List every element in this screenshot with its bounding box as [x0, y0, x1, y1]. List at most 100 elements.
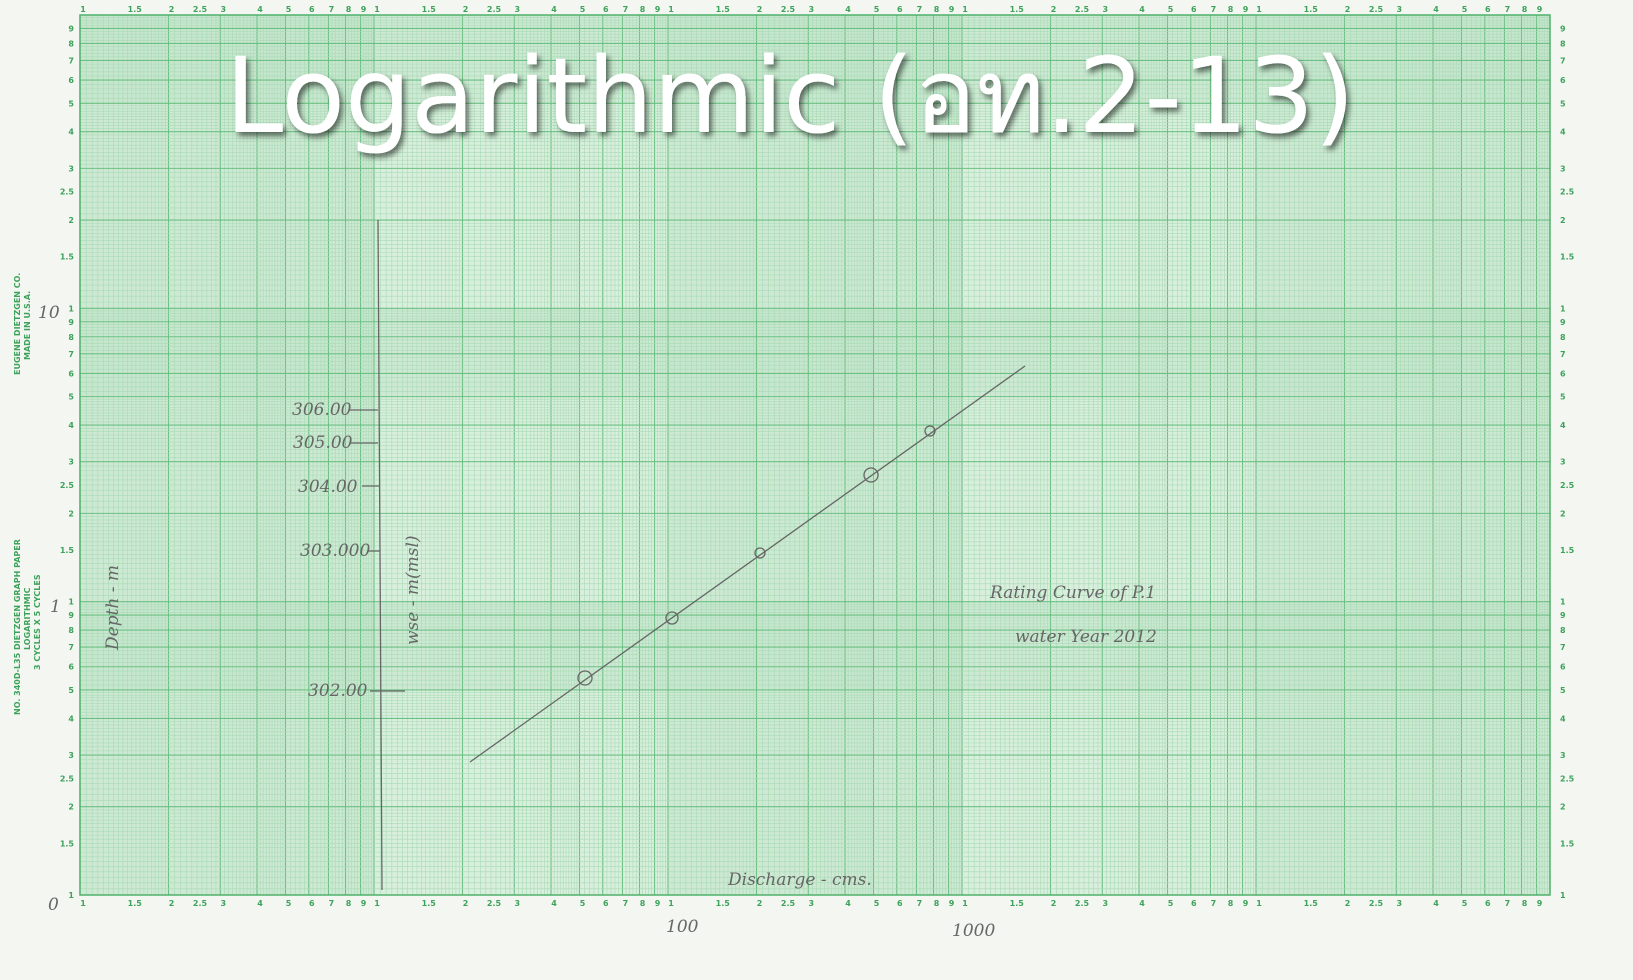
scale-label: 1: [374, 899, 380, 908]
scale-label: 2: [463, 5, 469, 14]
scale-label: 9: [1560, 24, 1566, 33]
scale-label: 2: [1345, 899, 1351, 908]
scale-label: 1: [1256, 899, 1262, 908]
scale-label: 7: [917, 5, 923, 14]
scale-label: 9: [1537, 899, 1543, 908]
imprint: 3 CYCLES X 5 CYCLES: [33, 574, 42, 670]
scale-label: 2.5: [1560, 481, 1575, 490]
scale-label: 4: [551, 899, 557, 908]
scale-label: 2: [1560, 803, 1566, 812]
scale-label: 7: [1505, 5, 1511, 14]
scale-label: 3: [68, 751, 74, 760]
scale-label: 4: [68, 714, 74, 723]
scale-label: 1.5: [128, 899, 143, 908]
scale-label: 1: [68, 304, 74, 313]
scale-label: 1: [80, 5, 86, 14]
scale-label: 8: [346, 5, 352, 14]
scale-label: 2: [68, 803, 74, 812]
scale-label: 1: [80, 899, 86, 908]
wse-tick-label: 305.00: [293, 433, 353, 453]
scale-label: 4: [68, 421, 74, 430]
frame: [79, 14, 1551, 896]
scale-label: 8: [1522, 899, 1528, 908]
imprint: MADE IN U.S.A.: [23, 291, 32, 360]
scale-label: 2: [463, 899, 469, 908]
scale-label: 4: [1433, 899, 1439, 908]
scale-label: 5: [580, 899, 586, 908]
scale-label: 8: [934, 899, 940, 908]
graph-paper: [79, 14, 1551, 896]
scale-label: 1: [1560, 598, 1566, 607]
scale-label: 1.5: [1010, 899, 1025, 908]
scale-label: 6: [68, 369, 74, 378]
scale-label: 1.5: [128, 5, 143, 14]
scale-label: 8: [1522, 5, 1528, 14]
scale-label: 7: [1211, 5, 1217, 14]
scale-label: 1.5: [422, 899, 437, 908]
scale-label: 6: [68, 663, 74, 672]
scale-label: 2.5: [1075, 899, 1090, 908]
scale-label: 2: [1051, 5, 1057, 14]
scale-label: 6: [1485, 5, 1491, 14]
scale-label: 8: [640, 899, 646, 908]
scale-label: 2.5: [60, 188, 75, 197]
scale-label: 8: [1228, 5, 1234, 14]
scale-label: 2.5: [1369, 899, 1384, 908]
imprint: NO. 340D-L35 DIETZGEN GRAPH PAPER: [13, 539, 22, 715]
wse-tick-label: 303.000: [300, 541, 370, 561]
scale-label: 5: [1560, 686, 1566, 695]
scale-label: 2: [68, 509, 74, 518]
scale-label: 8: [1560, 39, 1566, 48]
scale-label: 2: [169, 5, 175, 14]
scale-label: 9: [655, 899, 661, 908]
scale-label: 3: [220, 5, 226, 14]
scale-label: 1.5: [1560, 253, 1575, 262]
scale-label: 6: [1560, 76, 1566, 85]
scale-label: 9: [1560, 318, 1566, 327]
scale-label: 1: [962, 5, 968, 14]
scale-label: 9: [1560, 611, 1566, 620]
scale-label: 4: [257, 5, 263, 14]
imprint: LOGARITHMIC: [23, 587, 32, 650]
scale-label: 9: [1243, 5, 1249, 14]
scale-label: 3: [514, 5, 520, 14]
scale-label: 5: [1560, 99, 1566, 108]
scale-label: 8: [934, 5, 940, 14]
scale-label: 9: [655, 5, 661, 14]
scale-label: 1.5: [422, 5, 437, 14]
scale-label: 7: [68, 56, 74, 65]
scale-label: 1.5: [60, 253, 75, 262]
scale-label: 3: [514, 899, 520, 908]
point: [665, 611, 679, 625]
scale-label: 4: [1560, 714, 1566, 723]
y-label: 1: [50, 597, 61, 617]
scale-label: 1.5: [60, 839, 75, 848]
scale-label: 9: [68, 318, 74, 327]
x-axis-label: Discharge - cms.: [727, 870, 872, 890]
scale-label: 1: [68, 891, 74, 900]
scale-label: 6: [1560, 663, 1566, 672]
scale-label: 1.5: [1304, 5, 1319, 14]
scale-label: 8: [68, 333, 74, 342]
scale-label: 3: [68, 164, 74, 173]
wse-axis-label: wse - m(msl): [403, 535, 423, 645]
title: Logarithmic (อท.2-13): [225, 35, 1355, 157]
paper-imprint: EUGENE DIETZGEN CO. MADE IN U.S.A. NO. 3…: [13, 273, 42, 715]
scale-label: 2: [169, 899, 175, 908]
scale-label: 3: [220, 899, 226, 908]
scale-label: 2.5: [487, 5, 502, 14]
rating-curve: [350, 219, 1026, 891]
scale-label: 4: [845, 5, 851, 14]
scale-label: 9: [68, 611, 74, 620]
scale-label: 2.5: [193, 899, 208, 908]
scale-label: 7: [329, 5, 335, 14]
scale-label: 4: [551, 5, 557, 14]
scale-label: 2: [68, 216, 74, 225]
scale-label: 7: [1211, 899, 1217, 908]
scale-label: 2: [1051, 899, 1057, 908]
scale-label: 2: [1560, 216, 1566, 225]
scale-label: 5: [874, 5, 880, 14]
scale-label: 1: [1560, 304, 1566, 313]
scale-label: 8: [68, 39, 74, 48]
